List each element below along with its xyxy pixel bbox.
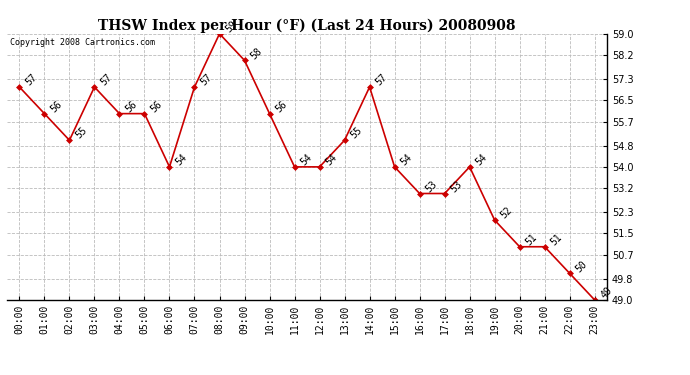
Text: 54: 54 — [324, 152, 339, 168]
Text: 58: 58 — [248, 46, 264, 61]
Text: 56: 56 — [124, 99, 139, 114]
Text: 53: 53 — [448, 179, 464, 194]
Text: Copyright 2008 Cartronics.com: Copyright 2008 Cartronics.com — [10, 38, 155, 47]
Text: 57: 57 — [199, 72, 214, 88]
Text: 56: 56 — [148, 99, 164, 114]
Text: 53: 53 — [424, 179, 439, 194]
Text: 54: 54 — [399, 152, 414, 168]
Title: THSW Index per Hour (°F) (Last 24 Hours) 20080908: THSW Index per Hour (°F) (Last 24 Hours)… — [98, 18, 516, 33]
Text: 50: 50 — [574, 259, 589, 274]
Text: 59: 59 — [224, 19, 239, 34]
Text: 57: 57 — [23, 72, 39, 88]
Text: 51: 51 — [524, 232, 539, 248]
Text: 56: 56 — [48, 99, 64, 114]
Text: 49: 49 — [599, 285, 614, 301]
Text: 55: 55 — [74, 126, 89, 141]
Text: 55: 55 — [348, 126, 364, 141]
Text: 54: 54 — [174, 152, 189, 168]
Text: 52: 52 — [499, 206, 514, 221]
Text: 54: 54 — [474, 152, 489, 168]
Text: 56: 56 — [274, 99, 289, 114]
Text: 51: 51 — [549, 232, 564, 248]
Text: 57: 57 — [374, 72, 389, 88]
Text: 57: 57 — [99, 72, 114, 88]
Text: 54: 54 — [299, 152, 314, 168]
